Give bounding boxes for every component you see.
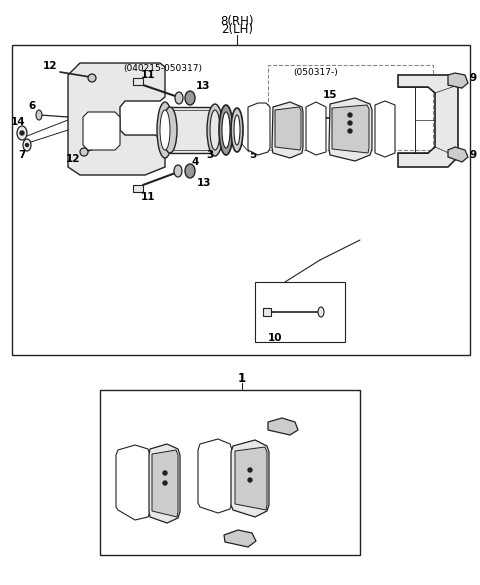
Ellipse shape — [210, 110, 220, 150]
Polygon shape — [329, 98, 372, 161]
Ellipse shape — [222, 112, 230, 148]
Text: 4: 4 — [192, 157, 199, 167]
Ellipse shape — [231, 108, 243, 152]
Text: (040215-050317): (040215-050317) — [123, 64, 203, 73]
Text: (050317-): (050317-) — [293, 68, 338, 77]
Polygon shape — [306, 102, 326, 155]
Polygon shape — [152, 450, 178, 517]
Polygon shape — [224, 530, 256, 547]
Polygon shape — [268, 418, 298, 435]
Text: 11: 11 — [141, 192, 155, 202]
Ellipse shape — [234, 115, 240, 145]
Polygon shape — [116, 445, 150, 520]
Text: 9: 9 — [470, 73, 477, 83]
Ellipse shape — [163, 107, 177, 153]
Circle shape — [25, 143, 28, 146]
Ellipse shape — [353, 112, 361, 124]
Text: 13: 13 — [197, 178, 211, 188]
Bar — [170, 107, 215, 153]
Ellipse shape — [157, 102, 173, 158]
Text: 14: 14 — [11, 117, 25, 127]
Ellipse shape — [185, 164, 195, 178]
Bar — [133, 78, 143, 85]
Ellipse shape — [175, 92, 183, 104]
Circle shape — [248, 478, 252, 482]
Bar — [100, 390, 360, 555]
Circle shape — [348, 113, 352, 117]
Bar — [263, 308, 271, 316]
Text: 12: 12 — [43, 61, 57, 71]
Bar — [268, 65, 433, 150]
Polygon shape — [149, 444, 180, 523]
Ellipse shape — [318, 307, 324, 317]
Polygon shape — [68, 63, 165, 175]
Text: 15: 15 — [323, 90, 337, 100]
Text: 10: 10 — [268, 333, 282, 343]
Polygon shape — [448, 147, 468, 162]
Ellipse shape — [174, 165, 182, 177]
Circle shape — [20, 131, 24, 135]
Polygon shape — [448, 73, 468, 88]
Polygon shape — [332, 105, 369, 153]
Ellipse shape — [88, 74, 96, 82]
Circle shape — [356, 116, 359, 119]
Text: 9: 9 — [470, 150, 477, 160]
Text: 5: 5 — [250, 150, 257, 160]
Bar — [12, 45, 470, 355]
Ellipse shape — [207, 104, 223, 156]
Bar — [133, 185, 143, 192]
Text: 2(LH): 2(LH) — [221, 23, 253, 36]
Polygon shape — [235, 447, 267, 510]
Ellipse shape — [219, 105, 233, 155]
Text: 7: 7 — [18, 150, 26, 160]
Text: 12: 12 — [66, 154, 80, 164]
Text: 13: 13 — [196, 81, 210, 91]
Ellipse shape — [36, 110, 42, 120]
Circle shape — [163, 471, 167, 475]
Circle shape — [248, 468, 252, 472]
Text: 3: 3 — [206, 150, 214, 160]
Polygon shape — [375, 101, 395, 157]
Polygon shape — [248, 103, 270, 155]
Text: 1: 1 — [238, 371, 246, 384]
Circle shape — [348, 129, 352, 133]
Circle shape — [163, 481, 167, 485]
Polygon shape — [231, 440, 269, 517]
Text: 11: 11 — [141, 70, 155, 80]
Polygon shape — [398, 75, 458, 167]
Ellipse shape — [160, 110, 170, 150]
Polygon shape — [275, 107, 301, 150]
Polygon shape — [83, 112, 120, 150]
Ellipse shape — [185, 91, 195, 105]
Bar — [310, 115, 318, 121]
Text: 6: 6 — [28, 101, 36, 111]
Ellipse shape — [17, 126, 27, 140]
Polygon shape — [272, 102, 303, 158]
Ellipse shape — [80, 148, 88, 156]
Text: 8(RH): 8(RH) — [220, 15, 254, 27]
Circle shape — [348, 121, 352, 125]
Polygon shape — [198, 439, 232, 513]
Ellipse shape — [23, 139, 31, 151]
Bar — [255, 282, 345, 342]
